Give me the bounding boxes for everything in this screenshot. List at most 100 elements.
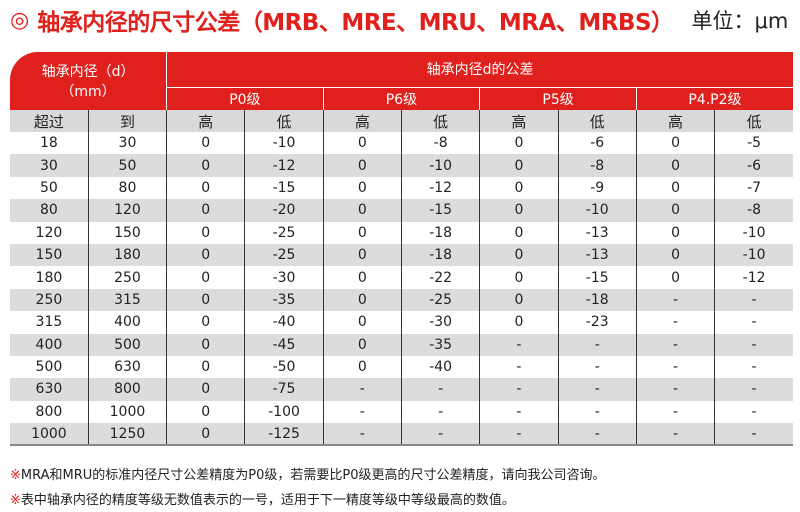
table-cell: 1000 <box>10 423 89 447</box>
table-cell: 0 <box>479 199 559 222</box>
table-cell: 0 <box>322 199 402 222</box>
table-cell: - <box>322 400 402 424</box>
table-cell: 630 <box>10 378 89 401</box>
table-cell: 0 <box>322 176 402 200</box>
table-cell: 0 <box>322 243 402 267</box>
table-cell: - <box>635 378 715 401</box>
table-cell: - <box>557 355 637 379</box>
table-cell: -40 <box>244 311 324 334</box>
title-text: 轴承内径的尺寸公差（MRB、MRE、MRU、MRA、MRBS） <box>37 10 674 36</box>
low-header: 低 <box>557 110 637 132</box>
table-cell: -30 <box>244 266 324 289</box>
table-cell: -10 <box>714 221 793 244</box>
grade-p4p2: P4.P2级 <box>635 87 793 110</box>
grade-p0: P0级 <box>166 87 324 110</box>
table-row: 18 30 0 -10 0 -8 0 -6 0 -5 <box>10 132 793 155</box>
table-cell: 80 <box>87 176 167 200</box>
table-cell: -30 <box>400 311 480 334</box>
table-cell: -12 <box>714 266 793 289</box>
high-header: 高 <box>479 110 559 132</box>
table-cell: - <box>557 400 637 424</box>
table-cell: - <box>714 423 793 447</box>
table-cell: -5 <box>714 132 793 155</box>
table-cell: - <box>557 423 637 447</box>
table-cell: -20 <box>244 199 324 222</box>
table-cell: - <box>635 311 715 334</box>
table-cell: - <box>557 333 637 356</box>
table-row: 630 800 0 -75- - - - - - <box>10 378 793 401</box>
table-cell: -25 <box>244 221 324 244</box>
table-cell: - <box>714 333 793 356</box>
table-cell: -75 <box>244 378 324 401</box>
table-cell: -50 <box>244 355 324 379</box>
table-cell: 630 <box>87 355 167 379</box>
table-cell: 315 <box>87 288 167 312</box>
table-row: 150 180 0 -25 0 -18 0 -13 0 -10 <box>10 243 793 267</box>
table-cell: 0 <box>635 154 715 177</box>
table-cell: 400 <box>87 311 167 334</box>
table-cell: 180 <box>87 243 167 267</box>
low-header: 低 <box>714 110 793 132</box>
low-header: 低 <box>400 110 480 132</box>
tolerance-table: 轴承内径（d） （mm） 轴承内径d的公差 P0级 P6级 P5级 P4.P2级 … <box>10 52 793 447</box>
table-row: 30 50 0 -12 0 -10 0 -8 0 -6 <box>10 154 793 177</box>
table-cell: -23 <box>557 311 637 334</box>
table-cell: 0 <box>479 176 559 200</box>
table-cell: -12 <box>244 154 324 177</box>
table-cell: 0 <box>479 311 559 334</box>
table-cell: -15 <box>400 199 480 222</box>
table-cell: - <box>479 378 559 401</box>
table-cell: 30 <box>10 154 89 177</box>
table-cell: 0 <box>166 288 245 312</box>
table-cell: 0 <box>479 243 559 267</box>
table-cell: 80 <box>10 199 89 222</box>
note-1: ※MRA和MRU的标准内径尺寸公差精度为P0级，若需要比P0级更高的尺寸公差精度… <box>10 468 606 483</box>
table-cell: - <box>714 400 793 424</box>
table-cell: -25 <box>400 288 480 312</box>
bore-header: 轴承内径（d） （mm） <box>10 52 167 110</box>
table-cell: 0 <box>166 311 245 334</box>
table-cell: 0 <box>479 132 559 155</box>
table-cell: 1250 <box>87 423 167 447</box>
table-cell: - <box>635 288 715 312</box>
table-cell: 0 <box>635 199 715 222</box>
table-cell: 0 <box>322 355 402 379</box>
table-cell: - <box>479 400 559 424</box>
table-row: 180 250 0 -30 0 -22 0 -15 0 -12 <box>10 266 793 289</box>
high-header: 高 <box>635 110 715 132</box>
table-cell: - <box>714 311 793 334</box>
table-cell: 0 <box>166 355 245 379</box>
table-cell: 18 <box>39 135 58 152</box>
grade-p5: P5级 <box>479 87 637 110</box>
table-cell: 0 <box>322 221 402 244</box>
table-cell: -40 <box>400 355 480 379</box>
table-cell: - <box>400 423 480 447</box>
table-cell: 0 <box>635 176 715 200</box>
table-cell: -13 <box>557 221 637 244</box>
table-cell: - <box>714 288 793 312</box>
table-cell: -35 <box>400 333 480 356</box>
table-cell: 0 <box>322 266 402 289</box>
table-cell: 500 <box>35 359 63 376</box>
table-cell: -8 <box>714 199 793 222</box>
tolerance-header: 轴承内径d的公差 <box>166 52 793 88</box>
table-cell: 250 <box>87 266 167 289</box>
table-cell: 150 <box>87 221 167 244</box>
table-cell: - <box>322 423 402 447</box>
table-row: 1000 1250 0 -125- - - - - - <box>10 423 793 447</box>
table-cell: -15 <box>557 266 637 289</box>
table-cell: 0 <box>166 154 245 177</box>
table-cell: -6 <box>557 132 637 155</box>
note-2: ※表中轴承内径的精度等级无数值表示的一号，适用于下一精度等级中等级最高的数值。 <box>10 493 515 508</box>
table-cell: 0 <box>166 243 245 267</box>
table-cell: 30 <box>87 132 167 155</box>
table-cell: - <box>714 355 793 379</box>
table-cell: -18 <box>400 221 480 244</box>
table-cell: 0 <box>479 154 559 177</box>
table-cell: -10 <box>244 132 324 155</box>
table-cell: 0 <box>479 266 559 289</box>
table-cell: -35 <box>244 288 324 312</box>
table-cell: 1000 <box>87 400 167 424</box>
table-cell: 0 <box>166 132 245 155</box>
table-cell: - <box>635 400 715 424</box>
